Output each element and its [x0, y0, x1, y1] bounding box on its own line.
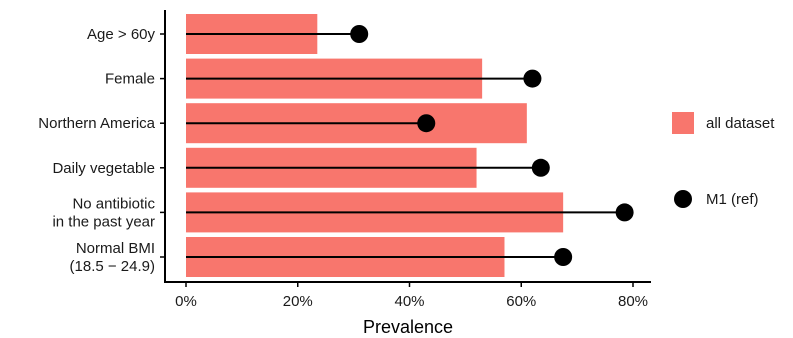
lollipop-point-m1-ref — [531, 158, 550, 177]
y-axis-labels: Age > 60y Female Northern America Daily veg… — [38, 26, 165, 275]
legend-label-all-dataset: all dataset — [706, 115, 775, 132]
x-tick-label: 0% — [175, 293, 197, 310]
y-category-label: Female — [105, 71, 155, 88]
y-category-label: Northern America — [38, 115, 155, 132]
x-axis-title: Prevalence — [363, 317, 453, 337]
y-category-label: Daily vegetable — [52, 160, 155, 177]
legend: all dataset M1 (ref) — [672, 112, 775, 208]
x-tick-label: 60% — [506, 293, 536, 310]
x-tick-label: 80% — [618, 293, 648, 310]
legend-label-m1-ref: M1 (ref) — [706, 191, 759, 208]
x-axis-ticks: 0% 20% 40% 60% 80% — [175, 282, 648, 310]
lollipop-point-m1-ref — [523, 69, 542, 88]
legend-swatch-all-dataset — [672, 112, 694, 134]
lollipop-point-m1-ref — [417, 114, 436, 133]
bar-series-group — [186, 14, 564, 277]
x-tick-label: 20% — [283, 293, 313, 310]
y-category-label: No antibiotic in the past year — [52, 195, 155, 230]
lollipop-point-m1-ref — [554, 248, 573, 266]
lollipop-series-group — [186, 25, 634, 266]
legend-swatch-m1-ref — [674, 190, 692, 208]
lollipop-point-m1-ref — [615, 203, 634, 222]
y-category-label: Normal BMI (18.5 − 24.9) — [70, 240, 155, 275]
lollipop-point-m1-ref — [350, 25, 369, 43]
x-tick-label: 40% — [394, 293, 424, 310]
y-category-label: Age > 60y — [87, 26, 155, 43]
